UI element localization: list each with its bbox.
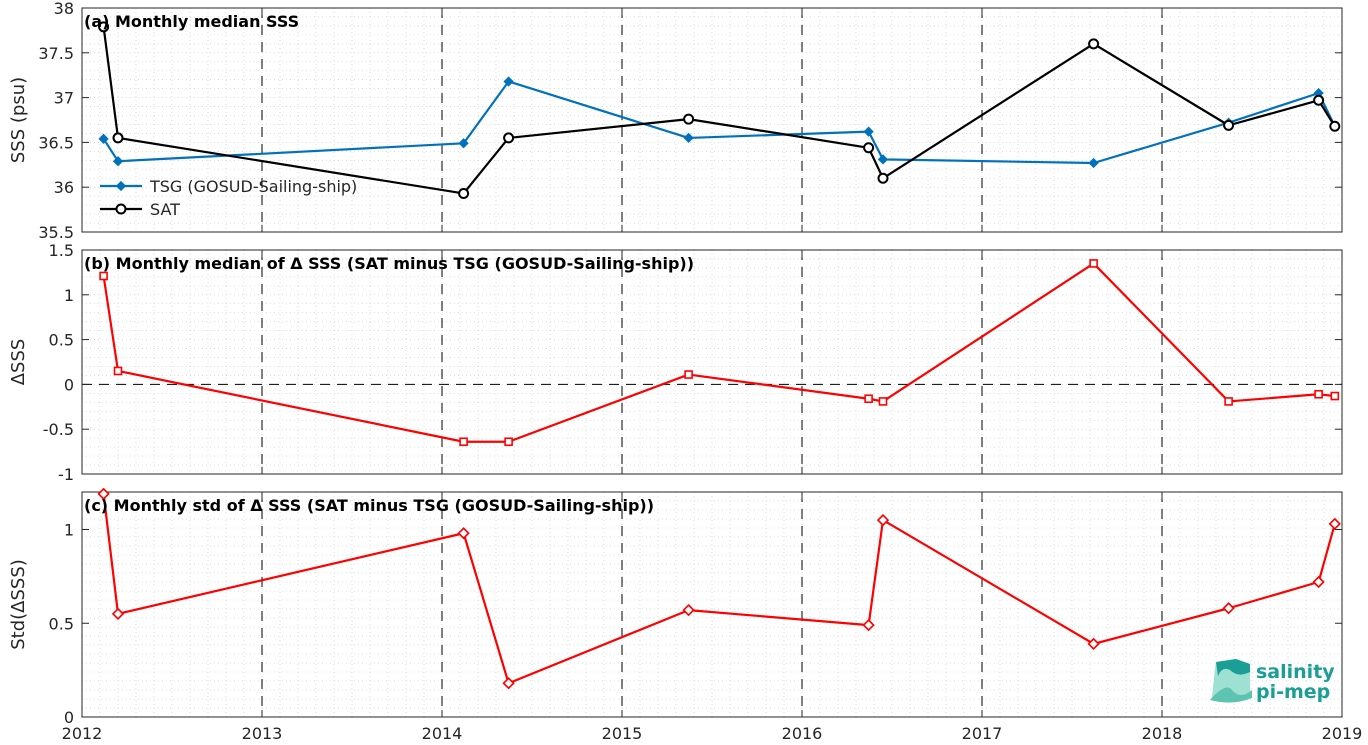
data-point [1312, 575, 1325, 589]
panel-3: 0 0.5 1 2012 2013 2014 2015 2016 2017 2018 2019 Std… [8, 487, 1363, 743]
logo-line2: pi-mep [1256, 681, 1330, 703]
logo-wave-icon [1210, 659, 1252, 703]
axes-box [81, 491, 1343, 718]
data-point [458, 138, 469, 149]
series-1 [99, 259, 1340, 447]
y-tick-label: 35.5 [38, 223, 74, 242]
x-tick-label: 2018 [1142, 724, 1183, 743]
x-tick-label: 2012 [62, 724, 103, 743]
data-point [1329, 120, 1341, 132]
panel-title: (a) Monthly median SSS [84, 12, 299, 31]
data-point [458, 187, 470, 199]
salinity-pimep-logo: salinity pi-mep [1210, 659, 1335, 703]
data-point [1222, 602, 1235, 615]
panel-1: 35.5 36 36.5 37 37.5 38 SSS (psu) (a) Monthly m… [8, 0, 1343, 242]
data-point [684, 370, 693, 379]
data-point [683, 113, 695, 125]
y-tick-label: 1 [64, 286, 74, 305]
data-point [503, 76, 514, 87]
data-point [683, 132, 694, 144]
y-tick-label: 38 [54, 0, 74, 18]
y-tick-label: 36.5 [38, 133, 74, 152]
axes-box [81, 249, 1343, 475]
y-tick-label: 0.5 [49, 331, 74, 350]
legend-entry: TSG (GOSUD-Sailing-ship) [149, 177, 357, 196]
y-tick-label: 1 [64, 521, 74, 540]
y-tick-label: 37 [54, 89, 74, 108]
data-point [1330, 391, 1340, 401]
y-tick-label: 1.5 [49, 241, 74, 260]
data-point [98, 133, 109, 144]
y-tick-label: -0.5 [43, 420, 74, 439]
legend: TSG (GOSUD-Sailing-ship) SAT [100, 177, 357, 219]
x-tick-label: 2017 [962, 724, 1003, 743]
data-point [1313, 94, 1325, 106]
data-point [457, 527, 470, 540]
logo-line1: salinity [1256, 661, 1335, 683]
data-point [877, 172, 889, 184]
series-1 [97, 487, 1341, 690]
y-tick-label: 37.5 [38, 44, 74, 63]
data-point [862, 618, 875, 632]
y-tick-label: 0 [64, 708, 74, 727]
panel-title: (b) Monthly median of Δ SSS (SAT minus T… [84, 254, 694, 273]
data-point [876, 513, 890, 527]
y-axis-label: Std(ΔSSS) [8, 559, 29, 650]
data-point [503, 132, 515, 144]
y-tick-label: 0 [64, 375, 74, 394]
x-tick-label: 2015 [602, 724, 643, 743]
data-point [504, 437, 513, 447]
y-axis-label: SSS (psu) [8, 77, 29, 163]
x-tick-label: 2014 [422, 724, 463, 743]
data-point [112, 156, 124, 167]
data-point [877, 154, 889, 165]
y-tick-label: 36 [54, 178, 74, 197]
data-point [112, 132, 124, 144]
panels: 35.5 36 36.5 37 37.5 38 SSS (psu) (a) Monthly m… [8, 0, 1362, 743]
data-point [1223, 119, 1235, 131]
data-point [115, 180, 127, 192]
data-point [502, 677, 515, 690]
data-point [99, 271, 108, 281]
data-point [1088, 157, 1099, 169]
data-point [863, 126, 874, 137]
data-point [97, 487, 110, 501]
data-point [1088, 38, 1100, 50]
axes-box [81, 7, 1343, 233]
data-point [459, 437, 468, 447]
data-point [1224, 397, 1233, 406]
series-2 [98, 21, 1341, 199]
data-point [111, 607, 125, 621]
x-tick-label: 2013 [242, 724, 283, 743]
data-point [113, 366, 123, 376]
x-tick-label: 2019 [1322, 724, 1363, 743]
data-point [98, 21, 110, 33]
data-point [863, 142, 875, 154]
y-tick-label: 0.5 [49, 614, 74, 633]
data-point [1314, 389, 1323, 399]
panel-title: (c) Monthly std of Δ SSS (SAT minus TSG … [84, 496, 654, 515]
data-point [878, 397, 888, 406]
y-axis-label: ΔSSS [8, 339, 29, 386]
data-point [115, 203, 127, 215]
data-point [1089, 259, 1098, 268]
data-point [864, 394, 873, 404]
data-point [682, 603, 695, 617]
legend-entry: SAT [150, 200, 180, 219]
data-point [1087, 637, 1100, 651]
x-tick-label: 2016 [782, 724, 823, 743]
y-tick-label: -1 [58, 465, 74, 484]
panel-2: -1 -0.5 0 0.5 1 1.5 ΔSSS (b) Monthly median of … [8, 241, 1343, 484]
data-point [1328, 517, 1341, 531]
